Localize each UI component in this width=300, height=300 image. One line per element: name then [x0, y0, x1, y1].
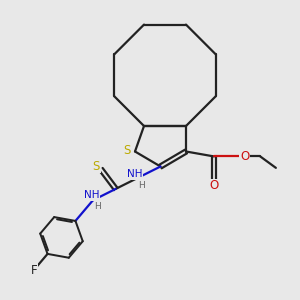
Text: NH: NH — [84, 190, 99, 200]
Text: H: H — [138, 182, 145, 190]
Text: S: S — [123, 143, 130, 157]
Text: F: F — [31, 264, 38, 277]
Text: O: O — [240, 150, 249, 163]
Text: S: S — [93, 160, 100, 173]
Text: NH: NH — [127, 169, 142, 179]
Text: H: H — [94, 202, 101, 211]
Text: O: O — [209, 179, 219, 192]
